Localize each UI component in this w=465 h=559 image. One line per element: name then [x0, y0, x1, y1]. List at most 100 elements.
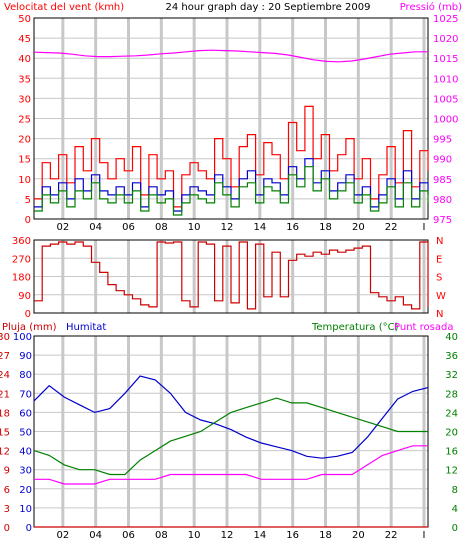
x-tick-label: 02: [56, 222, 69, 233]
wind-y-tick: 5: [25, 195, 31, 206]
x-tick-label: 18: [319, 530, 332, 541]
pressure-line: [33, 49, 428, 63]
x-tick-label: 14: [253, 530, 266, 541]
wind-axis-title: Velocitat del vent (kmh): [4, 2, 124, 13]
x-tick-label: 08: [155, 530, 168, 541]
humidity-y-tick: 20: [19, 485, 32, 496]
x-tick-label: 06: [122, 530, 135, 541]
pressure-y-tick: 1010: [433, 74, 458, 85]
legend-rain: Pluja (mm): [2, 322, 57, 333]
pressure-y-tick: 1015: [433, 54, 458, 65]
temperature-y-tick: 28: [445, 389, 458, 400]
pressure-y-tick: 985: [433, 175, 452, 186]
legend-dewpoint: Punt rosada: [394, 322, 453, 333]
wind-pressure-frame: [33, 17, 429, 220]
x-tick-label: 22: [385, 222, 398, 233]
x-tick-label: 20: [352, 222, 365, 233]
pressure-y-tick: 980: [433, 195, 452, 206]
compass-tick: N: [436, 309, 443, 320]
wind-y-tick: 45: [18, 34, 31, 45]
humidity-y-tick: 60: [19, 408, 32, 419]
direction-y-tick: 0: [25, 309, 31, 320]
wind-y-tick: 0: [25, 215, 31, 226]
compass-tick: S: [436, 273, 442, 284]
humidity-y-tick: 90: [19, 351, 32, 362]
x-tick-label: 10: [188, 222, 201, 233]
temperature-y-tick: 20: [445, 428, 458, 439]
x-tick-label: 20: [352, 530, 365, 541]
x-tick-label: 08: [155, 222, 168, 233]
x-tick-label: 10: [188, 530, 201, 541]
wind-y-tick: 50: [18, 14, 31, 25]
compass-tick: W: [436, 291, 446, 302]
pressure-axis-title: Pressió (mb): [400, 1, 462, 13]
gust_green-line: [34, 166, 429, 216]
temperature-y-tick: 12: [445, 466, 458, 477]
temperature-y-tick: 32: [445, 370, 458, 381]
x-tick-label: 16: [286, 530, 299, 541]
pressure-y-tick: 975: [433, 215, 452, 226]
direction-y-tick: 90: [18, 291, 31, 302]
direction-y-tick: 180: [12, 273, 31, 284]
x-tick-label: 06: [122, 222, 135, 233]
pressure-y-tick: 990: [433, 155, 452, 166]
compass-tick: N: [436, 236, 443, 247]
pressure-y-tick: 1000: [433, 115, 458, 126]
rain-y-tick: 30: [0, 332, 10, 343]
rain-y-tick: 21: [0, 389, 10, 400]
humidity-y-tick: 50: [19, 428, 32, 439]
x-tick-label: 16: [286, 222, 299, 233]
wind-y-tick: 15: [18, 155, 31, 166]
pressure-y-tick: 1025: [433, 14, 458, 25]
pressure-y-tick: 1020: [433, 34, 458, 45]
temperature-y-tick: 40: [445, 332, 458, 343]
x-tick-label: 02: [56, 530, 69, 541]
humidity-y-tick: 40: [19, 447, 32, 458]
humidity-y-tick: 10: [19, 504, 32, 515]
x-tick-label: 04: [89, 222, 102, 233]
rain-y-tick: 9: [4, 466, 10, 477]
humidity-y-tick: 100: [13, 332, 32, 343]
humidity-y-tick: 80: [19, 370, 32, 381]
wind-y-tick: 20: [18, 135, 31, 146]
direction-y-tick: 360: [12, 236, 31, 247]
temperature-y-tick: 24: [445, 408, 458, 419]
humidity-y-tick: 30: [19, 466, 32, 477]
direction-y-tick: 270: [12, 254, 31, 265]
humidity-y-tick: 0: [26, 523, 32, 534]
humidity-y-tick: 70: [19, 389, 32, 400]
compass-tick: E: [436, 254, 442, 265]
pressure-y-tick: 995: [433, 135, 452, 146]
x-tick-label: 12: [221, 530, 234, 541]
x-tick-label: 04: [89, 530, 102, 541]
x-tick-label: 22: [385, 530, 398, 541]
rain-y-tick: 12: [0, 447, 10, 458]
humidity-line: [33, 375, 429, 459]
dewpoint-line: [34, 445, 428, 485]
legend-temperature: Temperatura (°C): [311, 322, 399, 333]
x-tick-label: 14: [253, 222, 266, 233]
temperature-y-tick: 4: [452, 504, 458, 515]
chart-title: 24 hour graph day : 20 Septiembre 2009: [166, 2, 371, 13]
temperature-y-tick: 8: [452, 485, 458, 496]
temperature-y-tick: 36: [445, 351, 458, 362]
rain-y-tick: 3: [4, 504, 10, 515]
x-tick-label: I: [423, 530, 426, 541]
rain-y-tick: 0: [4, 523, 10, 534]
x-tick-label: I: [423, 222, 426, 233]
wind-y-tick: 25: [18, 115, 31, 126]
direction-line: [34, 241, 429, 310]
temperature-line: [33, 397, 428, 476]
x-tick-label: 12: [221, 222, 234, 233]
wind-y-tick: 10: [18, 175, 31, 186]
rain-y-tick: 6: [4, 485, 10, 496]
rain-y-tick: 27: [0, 351, 10, 362]
pressure-y-tick: 1005: [433, 94, 458, 105]
temperature-y-tick: 16: [445, 447, 458, 458]
temperature-y-tick: 0: [452, 523, 458, 534]
rain-y-tick: 18: [0, 408, 10, 419]
wind-y-tick: 35: [18, 74, 31, 85]
x-tick-label: 18: [319, 222, 332, 233]
